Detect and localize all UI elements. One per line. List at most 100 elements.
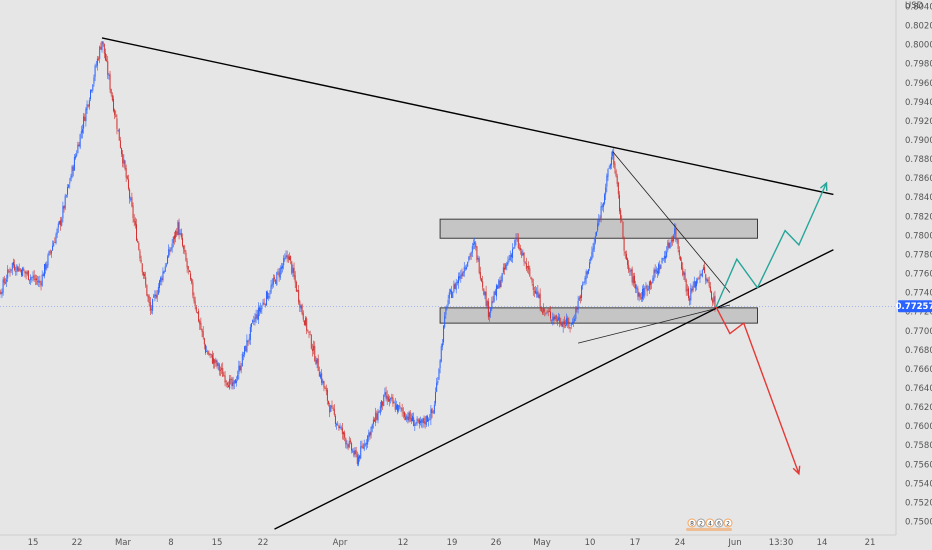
- candle-body: [164, 266, 166, 272]
- candle-body: [127, 179, 129, 189]
- candle-body: [247, 340, 249, 343]
- time-tick-label: 19: [447, 538, 458, 548]
- candle-body: [21, 270, 22, 276]
- candle-body: [523, 252, 525, 262]
- candle-body: [80, 131, 82, 134]
- candle-body: [52, 245, 54, 251]
- candle-body: [625, 253, 627, 260]
- candle-body: [644, 287, 646, 296]
- candle-body: [191, 278, 193, 283]
- candle-body: [674, 228, 676, 235]
- candle-body: [297, 290, 298, 292]
- bearish-projection[interactable]: [715, 306, 800, 475]
- bullish-projection[interactable]: [715, 182, 828, 308]
- candle-body: [42, 274, 44, 277]
- candle-body: [474, 241, 476, 245]
- candle-body: [693, 280, 695, 288]
- candle-body: [463, 266, 465, 273]
- candle-body: [436, 382, 438, 392]
- candle-body: [213, 358, 215, 364]
- candle-body: [46, 264, 48, 269]
- candle-body: [371, 424, 373, 429]
- candle-body: [228, 385, 229, 388]
- price-tick-label: 0.76000: [905, 422, 932, 432]
- candle-body: [180, 233, 182, 238]
- candle-body: [520, 248, 522, 251]
- time-tick-label: 8: [168, 538, 173, 548]
- candle-body: [202, 331, 204, 338]
- candle-body: [38, 280, 40, 283]
- candle-body: [44, 264, 45, 277]
- inner-ascending-line[interactable]: [578, 304, 730, 344]
- candle-body: [437, 380, 439, 384]
- candle-body: [400, 407, 402, 409]
- candle-body: [479, 272, 481, 279]
- candle-body: [451, 290, 453, 298]
- candle-body: [670, 239, 672, 243]
- badge-label: 8: [690, 521, 694, 528]
- candle-body: [131, 197, 133, 207]
- candle-body: [310, 334, 312, 349]
- candle-body: [543, 308, 545, 312]
- badge-circle: [714, 518, 724, 528]
- time-axis[interactable]: 15 22 Mar 8 15 22 Apr 12 19 26 May 10 17 24 Jun 14 21 13:…: [28, 538, 876, 548]
- candle-body: [121, 147, 123, 155]
- price-axis[interactable]: 0.80400 0.80200 0.80000 0.79800 0.79600 0.794…: [905, 3, 932, 528]
- candle-body: [709, 286, 711, 292]
- candle-body: [132, 205, 134, 219]
- candle-body: [636, 287, 638, 290]
- upper-trendline[interactable]: [101, 37, 834, 196]
- support-zone[interactable]: [439, 307, 758, 324]
- candle-body: [88, 100, 90, 107]
- candle-body: [394, 402, 396, 410]
- candle-body: [249, 327, 251, 340]
- candle-body: [60, 220, 62, 226]
- candle-body: [290, 255, 292, 261]
- candle-body: [393, 402, 395, 404]
- candle-body: [238, 365, 240, 375]
- candle-body: [475, 243, 477, 248]
- candle-body: [500, 280, 502, 288]
- candle-body: [653, 269, 655, 280]
- candle-body: [484, 292, 486, 296]
- candle-body: [384, 392, 386, 395]
- candle-body: [616, 176, 618, 184]
- candle-body: [300, 305, 302, 309]
- candle-body: [251, 323, 252, 328]
- candle-body: [188, 270, 190, 273]
- candle-body: [334, 416, 336, 424]
- inner-descending-line[interactable]: [612, 151, 731, 293]
- candle-body: [177, 221, 179, 235]
- candle-body: [570, 324, 572, 326]
- candle-body: [40, 283, 42, 285]
- candle-body: [101, 41, 103, 51]
- candle-body: [156, 294, 158, 298]
- candle-body: [648, 281, 650, 289]
- candle-body: [318, 371, 320, 377]
- candle-body: [98, 58, 100, 60]
- candle-body: [425, 415, 427, 425]
- candle-body: [186, 260, 188, 268]
- candle-body: [589, 262, 591, 269]
- candle-body: [656, 270, 658, 274]
- time-tick-label: 13:30: [769, 538, 794, 548]
- candle-body: [558, 317, 560, 320]
- candle-body: [353, 450, 355, 456]
- candle-body: [467, 261, 469, 267]
- candle-body: [632, 276, 634, 284]
- candle-body: [12, 261, 14, 266]
- candle-body: [22, 267, 24, 277]
- candle-body: [640, 297, 642, 299]
- candle-body: [15, 270, 17, 272]
- price-tick-label: 0.75000: [905, 518, 932, 528]
- candle-body: [431, 408, 433, 413]
- candle-body: [441, 343, 443, 347]
- lower-trendline[interactable]: [274, 249, 834, 530]
- candle-body: [498, 280, 500, 289]
- candle-body: [453, 284, 455, 292]
- candle-body: [147, 295, 149, 298]
- candle-body: [187, 266, 189, 270]
- candle-body: [233, 380, 235, 384]
